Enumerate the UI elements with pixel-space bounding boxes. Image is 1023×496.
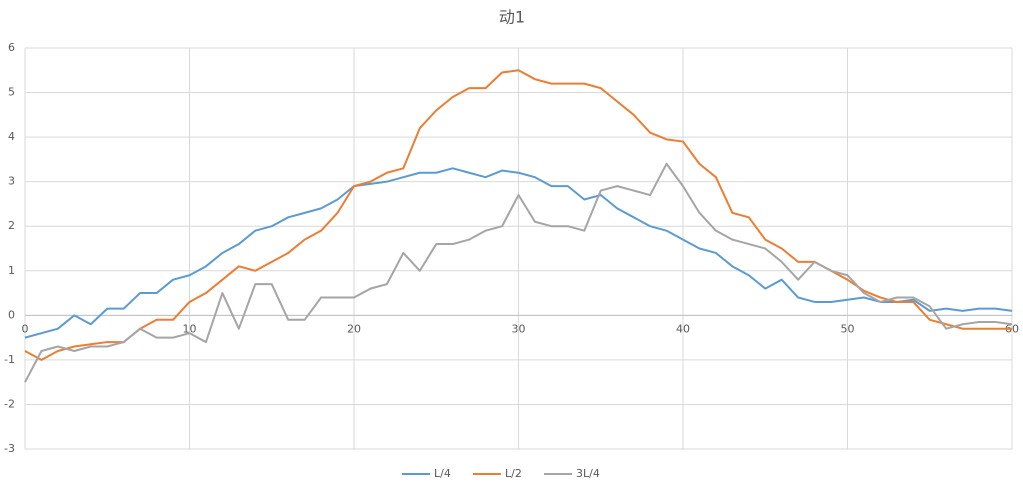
x-tick-label: 30 — [512, 322, 526, 335]
y-tick-label: -1 — [4, 353, 15, 366]
series-line — [24, 69, 1012, 361]
y-tick-label: 3 — [8, 175, 15, 188]
y-tick-label: -2 — [4, 397, 15, 410]
y-tick-label: 6 — [8, 41, 15, 54]
y-tick-label: 2 — [8, 219, 15, 232]
series-line — [24, 162, 1013, 383]
x-tick-label: 10 — [183, 322, 197, 335]
x-tick-label: 40 — [676, 322, 690, 335]
x-tick-label: 0 — [22, 322, 29, 335]
legend-label: L/2 — [505, 467, 522, 480]
x-tick-label: 50 — [841, 322, 855, 335]
legend-label: L/4 — [434, 467, 451, 480]
chart-title: 动1 — [499, 8, 525, 27]
y-tick-label: -3 — [4, 442, 15, 455]
y-tick-label: 4 — [8, 130, 15, 143]
y-tick-label: 5 — [8, 86, 15, 99]
legend-label: 3L/4 — [576, 467, 600, 480]
series-line — [24, 167, 1013, 339]
x-tick-label: 20 — [347, 322, 361, 335]
y-tick-label: 0 — [8, 308, 15, 321]
y-tick-label: 1 — [8, 264, 15, 277]
